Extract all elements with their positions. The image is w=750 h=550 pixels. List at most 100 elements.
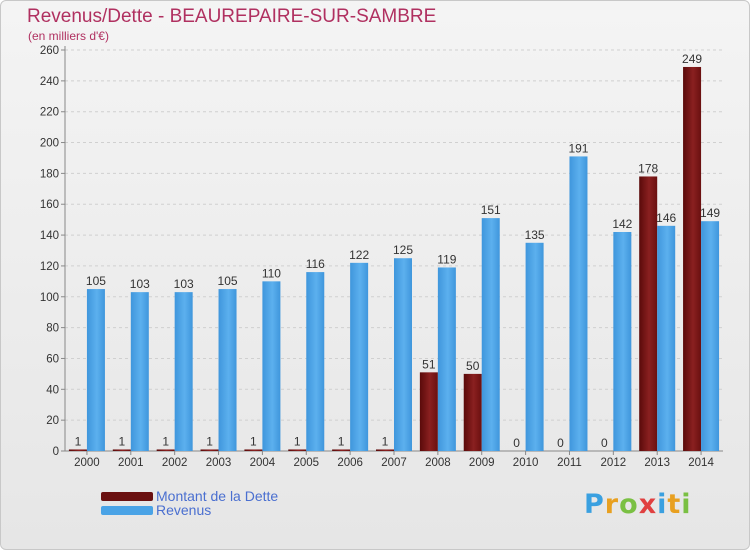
legend-label-debt: Montant de la Dette: [156, 488, 279, 504]
data-label-debt: 50: [466, 359, 480, 373]
bar-revenus: [437, 267, 456, 451]
data-label-debt: 1: [338, 434, 345, 448]
y-tick-label: 260: [40, 45, 59, 57]
legend-item-revenus: Revenus: [101, 502, 211, 518]
y-tick-label: 0: [53, 446, 59, 458]
bar-debt: [376, 449, 394, 451]
legend-item-debt: Montant de la Dette: [101, 488, 278, 504]
data-label-debt: 0: [513, 436, 520, 450]
legend-label-revenus: Revenus: [156, 502, 212, 518]
bar-debt: [288, 449, 307, 451]
y-tick-label: 200: [40, 138, 59, 150]
data-label-revenus: 122: [349, 248, 369, 262]
data-label-debt: 1: [294, 434, 301, 448]
bar-debt: [332, 449, 351, 451]
bar-revenus: [525, 242, 544, 451]
bar-revenus: [86, 289, 105, 451]
x-tick-label: 2012: [601, 457, 627, 469]
bar-revenus: [613, 231, 632, 451]
proxiti-logo: Proxiti: [584, 489, 692, 520]
bar-revenus: [481, 218, 500, 451]
logo-letter: o: [619, 489, 639, 520]
x-tick-label: 2007: [381, 457, 407, 469]
data-label-debt: 0: [601, 436, 608, 450]
x-tick-label: 2009: [469, 457, 495, 469]
bars: [68, 66, 720, 451]
bar-revenus: [174, 292, 193, 451]
data-label-debt: 51: [422, 357, 436, 371]
data-label-revenus: 142: [612, 217, 632, 231]
bar-debt: [68, 449, 87, 451]
x-tick-label: 2010: [513, 457, 539, 469]
bar-debt: [463, 373, 482, 451]
bar-debt: [683, 66, 702, 451]
bar-debt: [200, 449, 219, 451]
y-tick-label: 60: [46, 353, 59, 365]
data-label-debt: 1: [118, 434, 125, 448]
x-tick-label: 2008: [425, 457, 451, 469]
data-label-revenus: 103: [174, 277, 194, 291]
bar-revenus: [350, 262, 369, 451]
data-label-debt: 0: [557, 436, 564, 450]
bar-debt: [112, 449, 131, 451]
x-tick-label: 2002: [162, 457, 188, 469]
y-tick-label: 40: [46, 384, 59, 396]
bar-debt: [156, 449, 175, 451]
x-tick-label: 2013: [644, 457, 670, 469]
y-tick-label: 120: [40, 261, 59, 273]
logo-letter: i: [681, 489, 692, 520]
y-tick-label: 100: [40, 292, 59, 304]
logo-letter: i: [657, 489, 668, 520]
data-label-revenus: 105: [218, 274, 238, 288]
data-label-debt: 1: [250, 434, 257, 448]
data-label-revenus: 149: [700, 206, 720, 220]
labels: 1 105 1 103 1 103 1 105 1 110 1 116 1 122 1 125 51 119 50 1…: [75, 52, 721, 450]
chart-title: Revenus/Dette - BEAUREPAIRE-SUR-SAMBRE: [27, 6, 437, 27]
data-label-revenus: 135: [525, 228, 545, 242]
bar-revenus: [569, 156, 588, 451]
x-tick-label: 2011: [557, 457, 582, 469]
data-label-revenus: 191: [568, 141, 588, 155]
bar-debt: [419, 372, 438, 451]
bar-debt: [639, 176, 658, 451]
data-label-revenus: 151: [481, 203, 501, 217]
logo-letter: t: [667, 489, 682, 520]
legend-swatch-revenus: [101, 505, 153, 515]
bar-revenus: [394, 258, 412, 451]
data-label-debt: 1: [206, 434, 213, 448]
data-label-revenus: 116: [306, 257, 325, 271]
x-tick-label: 2003: [206, 457, 232, 469]
y-tick-label: 20: [46, 415, 59, 427]
y-tick-label: 160: [40, 199, 59, 211]
legend-swatch-debt: [101, 491, 153, 501]
data-label-revenus: 125: [393, 243, 413, 257]
data-label-revenus: 105: [86, 274, 106, 288]
data-label-revenus: 110: [262, 266, 281, 280]
bar-debt: [244, 449, 263, 451]
y-tick-label: 180: [40, 168, 59, 180]
x-tick-label: 2006: [337, 457, 363, 469]
bar-revenus: [218, 289, 237, 451]
bar-revenus: [262, 281, 281, 451]
data-label-debt: 1: [382, 434, 389, 448]
x-tick-label: 2000: [74, 457, 100, 469]
logo-letter: r: [604, 489, 620, 520]
logo-letter: x: [638, 489, 658, 520]
bar-revenus: [701, 221, 720, 451]
data-label-debt: 1: [75, 434, 82, 448]
data-label-debt: 178: [638, 161, 658, 175]
logo-letter: P: [584, 489, 605, 520]
y-tick-label: 220: [40, 107, 59, 119]
bar-revenus: [657, 225, 676, 451]
data-label-debt: 249: [682, 52, 702, 66]
bar-revenus: [306, 272, 325, 451]
y-tick-label: 240: [40, 76, 59, 88]
data-label-revenus: 119: [437, 252, 456, 266]
data-label-revenus: 103: [130, 277, 150, 291]
data-label-revenus: 146: [656, 211, 676, 225]
x-tick-label: 2014: [688, 457, 714, 469]
y-tick-label: 140: [40, 230, 59, 242]
x-tick-label: 2004: [250, 457, 276, 469]
